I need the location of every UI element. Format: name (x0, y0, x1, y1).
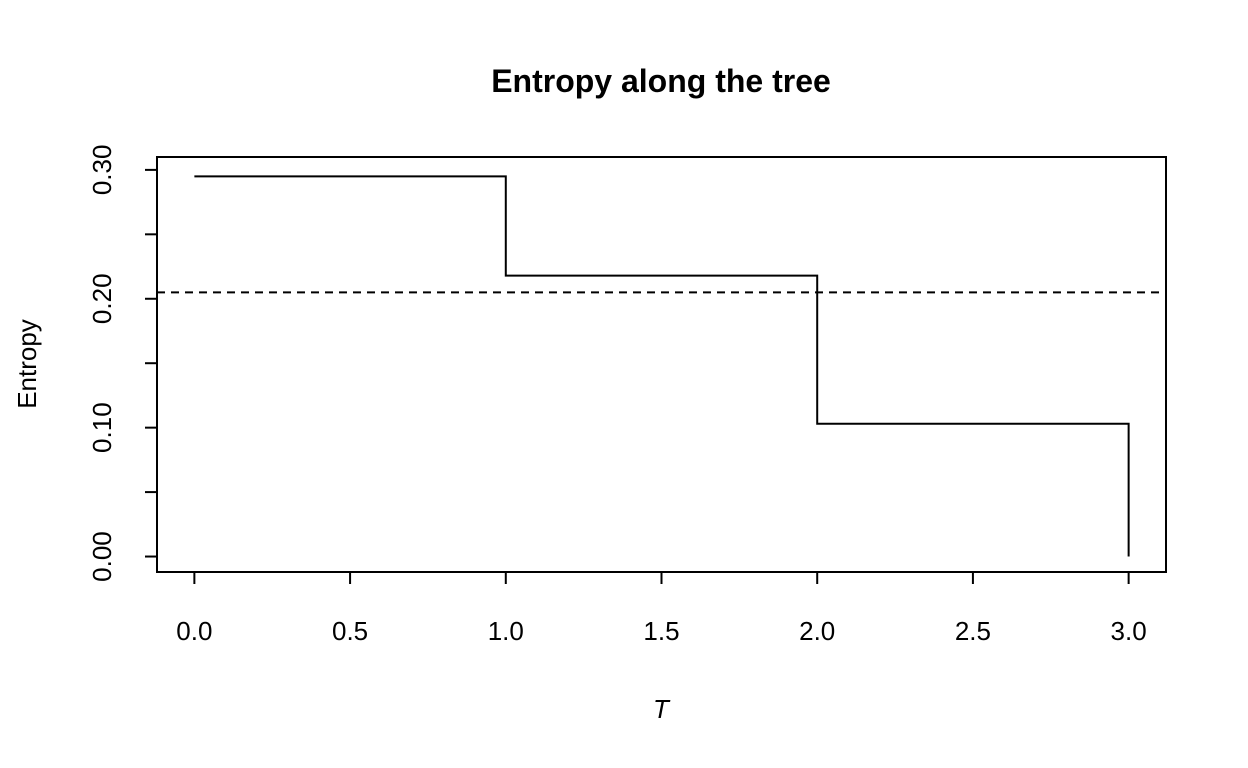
x-tick-label: 1.0 (488, 616, 524, 646)
y-tick-label: 0.30 (87, 145, 117, 196)
x-tick-label: 2.5 (955, 616, 991, 646)
x-axis: 0.0 0.5 1.0 1.5 2.0 2.5 3.0 (176, 571, 1147, 646)
y-axis: 0.00 0.10 0.20 0.30 (87, 145, 158, 582)
y-axis-label: Entropy (12, 319, 42, 409)
plot-frame (156, 156, 1167, 573)
x-axis-label: T (653, 694, 671, 724)
x-tick-label: 0.0 (176, 616, 212, 646)
x-tick-label: 0.5 (332, 616, 368, 646)
series-group (194, 175, 1130, 557)
series-line (194, 175, 1130, 557)
chart-title: Entropy along the tree (491, 63, 831, 99)
y-tick-label: 0.20 (87, 273, 117, 324)
y-tick-label: 0.10 (87, 402, 117, 453)
y-tick-label: 0.00 (87, 531, 117, 582)
x-tick-label: 1.5 (643, 616, 679, 646)
x-tick-label: 2.0 (799, 616, 835, 646)
x-tick-label: 3.0 (1111, 616, 1147, 646)
